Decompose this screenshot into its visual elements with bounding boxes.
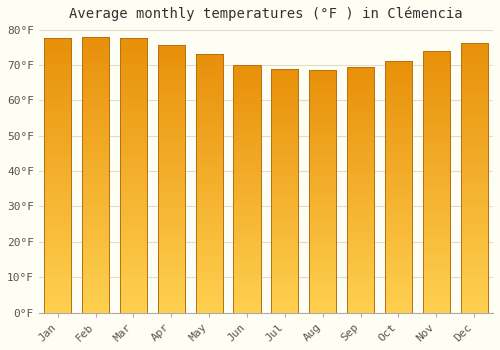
- Bar: [422, 51, 450, 313]
- Bar: [347, 67, 374, 313]
- Title: Average monthly temperatures (°F ) in Clémencia: Average monthly temperatures (°F ) in Cl…: [69, 7, 462, 21]
- Bar: [158, 45, 185, 313]
- Bar: [460, 43, 488, 313]
- Bar: [234, 65, 260, 313]
- Bar: [271, 69, 298, 313]
- Bar: [385, 61, 412, 313]
- Bar: [309, 70, 336, 313]
- Bar: [196, 54, 223, 313]
- Bar: [44, 38, 72, 313]
- Bar: [120, 38, 147, 313]
- Bar: [82, 37, 109, 313]
